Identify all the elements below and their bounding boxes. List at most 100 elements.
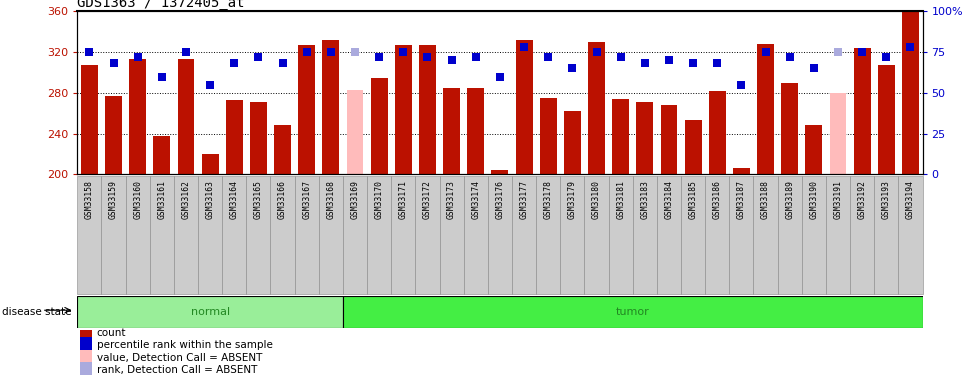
Bar <box>753 176 778 294</box>
Point <box>564 65 580 71</box>
Text: rank, Detection Call = ABSENT: rank, Detection Call = ABSENT <box>97 366 257 375</box>
Bar <box>105 96 122 174</box>
Text: GSM33190: GSM33190 <box>810 180 818 219</box>
Bar <box>733 168 750 174</box>
Bar <box>298 45 315 174</box>
Point <box>396 49 412 55</box>
Bar <box>830 93 846 174</box>
Bar <box>802 176 826 294</box>
Point <box>734 82 750 88</box>
Bar <box>902 11 919 174</box>
Point <box>807 65 822 71</box>
Text: disease state: disease state <box>2 307 71 317</box>
Bar <box>270 176 295 294</box>
Bar <box>757 44 774 174</box>
Point <box>903 44 919 50</box>
Point <box>82 49 97 55</box>
Text: GSM33163: GSM33163 <box>206 180 214 219</box>
Point <box>831 49 846 55</box>
Bar <box>685 120 701 174</box>
Bar <box>80 362 92 375</box>
Point <box>782 54 798 60</box>
Bar <box>468 88 484 174</box>
Bar <box>729 176 753 294</box>
Bar <box>612 99 629 174</box>
Point <box>179 49 194 55</box>
Bar <box>295 176 319 294</box>
Text: GSM33169: GSM33169 <box>351 180 359 219</box>
Point <box>517 44 532 50</box>
Point <box>299 49 315 55</box>
Bar <box>705 176 729 294</box>
Bar <box>81 65 98 174</box>
Bar <box>77 296 343 328</box>
Bar <box>150 176 174 294</box>
Point <box>613 54 629 60</box>
Text: GSM33173: GSM33173 <box>447 180 456 219</box>
Bar <box>80 324 92 342</box>
Point <box>710 60 725 66</box>
Bar <box>560 176 584 294</box>
Text: GSM33192: GSM33192 <box>858 180 867 219</box>
Point <box>226 60 242 66</box>
Bar <box>80 350 92 367</box>
Bar <box>443 88 460 174</box>
Point <box>372 54 387 60</box>
Text: value, Detection Call = ABSENT: value, Detection Call = ABSENT <box>97 353 262 363</box>
Point <box>541 54 556 60</box>
Text: GSM33165: GSM33165 <box>254 180 263 219</box>
Bar <box>781 82 798 174</box>
Text: GSM33187: GSM33187 <box>737 180 746 219</box>
Point <box>275 60 291 66</box>
Point <box>686 60 701 66</box>
Bar <box>681 176 705 294</box>
Bar <box>778 176 802 294</box>
Bar <box>323 40 339 174</box>
Text: GSM33168: GSM33168 <box>327 180 335 219</box>
Point <box>855 49 870 55</box>
Bar <box>609 176 633 294</box>
Point <box>203 82 218 88</box>
Point <box>129 54 146 60</box>
Point <box>106 60 122 66</box>
Bar <box>129 59 146 174</box>
Bar <box>77 176 101 294</box>
Bar <box>226 100 242 174</box>
Point <box>758 49 774 55</box>
Text: GSM33179: GSM33179 <box>568 180 577 219</box>
Bar <box>367 176 391 294</box>
Bar <box>874 176 898 294</box>
Text: GSM33164: GSM33164 <box>230 180 239 219</box>
Bar <box>709 91 725 174</box>
Text: GSM33176: GSM33176 <box>496 180 504 219</box>
Text: GSM33158: GSM33158 <box>85 180 94 219</box>
Text: GSM33191: GSM33191 <box>834 180 842 219</box>
Bar <box>101 176 126 294</box>
Bar <box>202 154 218 174</box>
Bar <box>464 176 488 294</box>
Bar <box>391 176 415 294</box>
Bar <box>80 337 92 354</box>
Text: tumor: tumor <box>616 307 649 317</box>
Text: GSM33166: GSM33166 <box>278 180 287 219</box>
Point <box>638 60 653 66</box>
Bar <box>198 176 222 294</box>
Text: GSM33180: GSM33180 <box>592 180 601 219</box>
Bar <box>440 176 464 294</box>
Point <box>348 49 363 55</box>
Bar <box>250 102 267 174</box>
Text: GSM33188: GSM33188 <box>761 180 770 219</box>
Bar <box>246 176 270 294</box>
Text: GSM33161: GSM33161 <box>157 180 166 219</box>
Bar <box>126 176 150 294</box>
Text: percentile rank within the sample: percentile rank within the sample <box>97 340 272 350</box>
Bar <box>516 40 532 174</box>
Text: GSM33170: GSM33170 <box>375 180 384 219</box>
Text: GSM33167: GSM33167 <box>302 180 311 219</box>
Point <box>879 54 895 60</box>
Text: GSM33159: GSM33159 <box>109 180 118 219</box>
Bar <box>564 111 581 174</box>
Text: GSM33172: GSM33172 <box>423 180 432 219</box>
Bar <box>637 102 653 174</box>
Bar <box>898 176 923 294</box>
